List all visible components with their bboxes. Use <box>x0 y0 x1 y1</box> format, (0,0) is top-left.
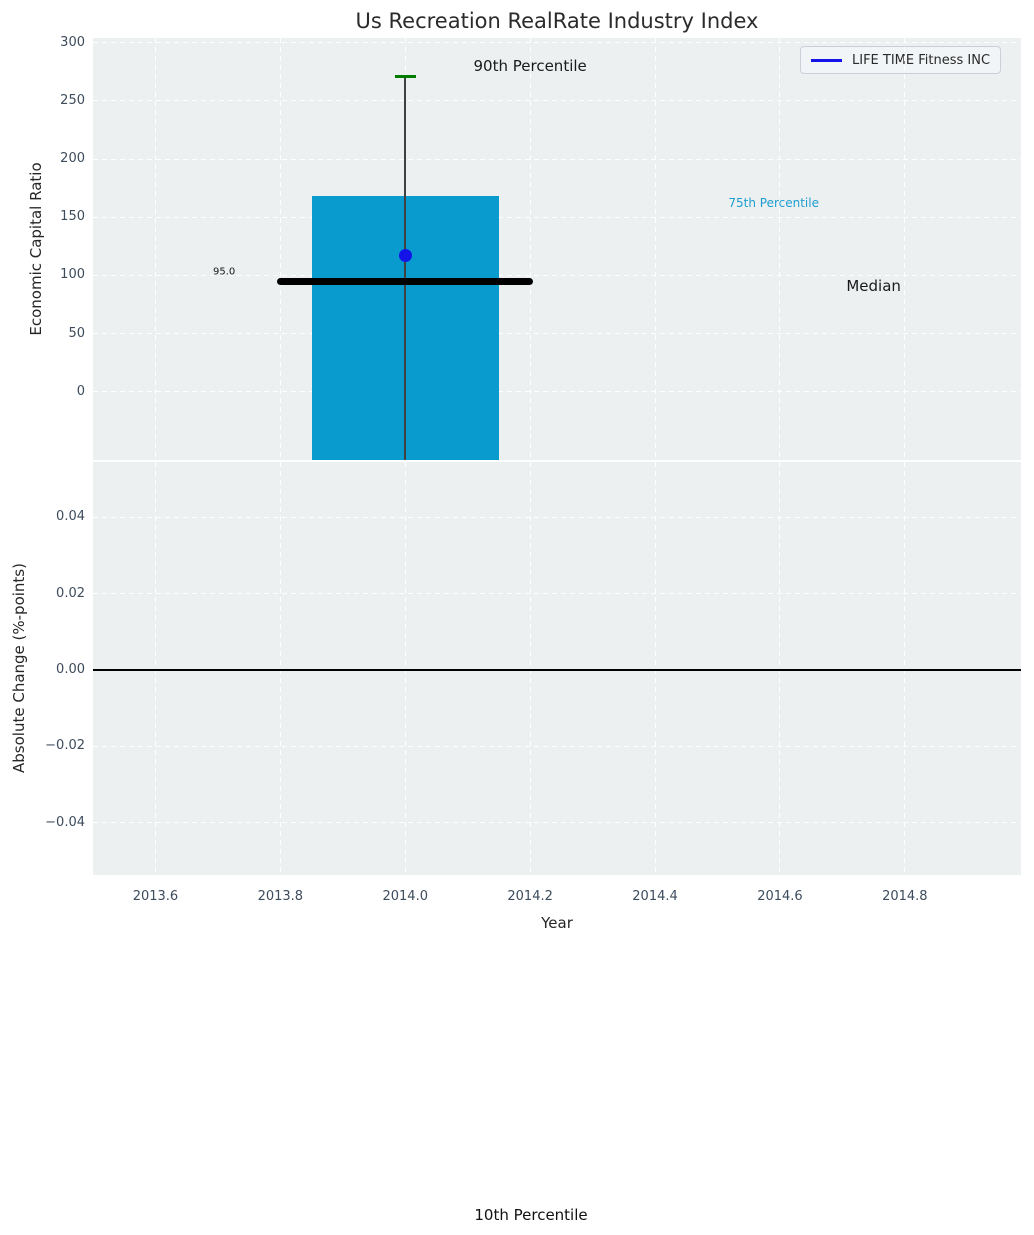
y-tick-label: −0.04 <box>45 814 85 830</box>
gridline-vertical <box>779 462 781 875</box>
gridline-vertical <box>779 38 781 460</box>
x-tick-label: 2013.8 <box>257 889 304 904</box>
zero-line <box>93 669 1021 671</box>
legend: LIFE TIME Fitness INC <box>800 46 1002 74</box>
chart-title: Us Recreation RealRate Industry Index <box>355 9 759 33</box>
x-tick-label: 2013.6 <box>132 889 179 904</box>
x-tick-label: 2014.2 <box>507 889 553 904</box>
y-tick-label: 0.02 <box>56 585 85 601</box>
median-line <box>277 277 534 285</box>
gridline-vertical <box>654 38 656 460</box>
y-tick-label: 200 <box>60 151 85 166</box>
legend-line-icon <box>811 58 842 62</box>
gridline-horizontal <box>93 100 1021 102</box>
gridline-horizontal <box>93 745 1021 747</box>
annotation-median: Median <box>846 276 901 295</box>
x-tick-label: 2014.8 <box>882 889 928 904</box>
y-tick-label: 100 <box>60 267 85 283</box>
y-tick-label: 300 <box>60 34 85 50</box>
x-tick-label: 2014.0 <box>382 889 428 904</box>
gridline-vertical <box>529 462 531 875</box>
gridline-horizontal <box>93 42 1021 44</box>
gridline-vertical <box>279 462 281 875</box>
panel-economic-capital-ratio <box>93 38 1021 460</box>
annotation-95-0: 95.0 <box>213 266 236 278</box>
gridline-horizontal <box>93 216 1021 218</box>
gridline-vertical <box>279 38 281 460</box>
gridline-horizontal <box>93 516 1021 518</box>
gridline-horizontal <box>93 158 1021 160</box>
gridline-horizontal <box>93 274 1021 276</box>
y-tick-label: 150 <box>60 209 85 225</box>
legend-label: LIFE TIME Fitness INC <box>852 52 991 68</box>
y-tick-label: 50 <box>68 325 85 341</box>
annotation-75th-percentile: 75th Percentile <box>728 196 819 211</box>
panel-absolute-change <box>93 462 1021 875</box>
x-tick-label: 2014.4 <box>632 889 678 904</box>
gridline-horizontal <box>93 593 1021 595</box>
gridline-vertical <box>154 462 156 875</box>
gridline-horizontal <box>93 391 1021 393</box>
whisker-line <box>404 76 406 460</box>
x-axis-label: Year <box>541 914 573 932</box>
y-tick-label: 0.00 <box>56 662 85 678</box>
gridline-vertical <box>904 38 906 460</box>
y-axis-label-top: Economic Capital Ratio <box>27 162 45 336</box>
gridline-horizontal <box>93 333 1021 335</box>
y-tick-label: 0 <box>76 383 85 399</box>
gridline-vertical <box>154 38 156 460</box>
gridline-vertical <box>404 462 406 875</box>
y-tick-label: 250 <box>60 92 85 108</box>
x-tick-label: 2014.6 <box>757 889 803 904</box>
p90-cap-line <box>394 75 416 78</box>
y-tick-label: 0.04 <box>56 509 85 525</box>
gridline-horizontal <box>93 822 1021 824</box>
gridline-vertical <box>529 38 531 460</box>
y-tick-label: −0.02 <box>45 738 85 754</box>
annotation-90th-percentile: 90th Percentile <box>473 56 587 75</box>
gridline-vertical <box>654 462 656 875</box>
company-point <box>398 249 412 263</box>
annotation-10th-percentile: 10th Percentile <box>474 1206 588 1224</box>
gridline-vertical <box>904 462 906 875</box>
